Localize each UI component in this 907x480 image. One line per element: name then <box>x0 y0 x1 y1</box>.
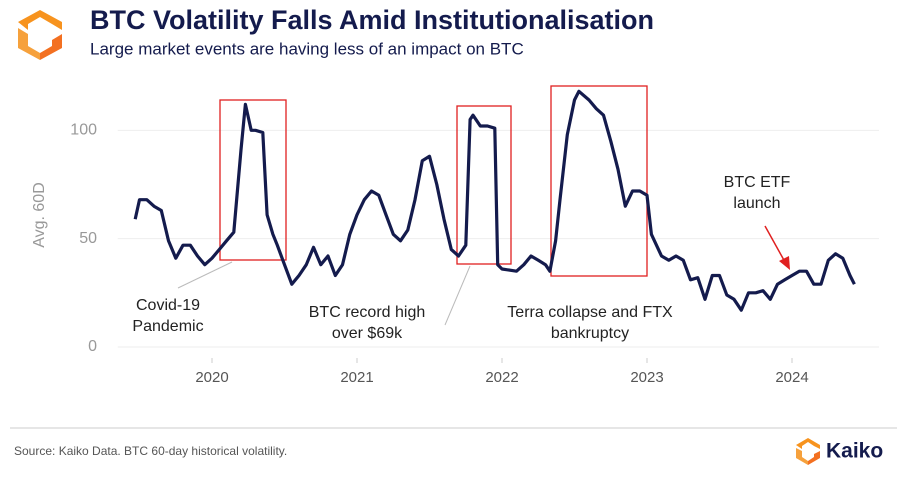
logo <box>18 10 62 60</box>
y-axis-label: Avg. 60D <box>31 182 48 248</box>
annotation: Covid-19 <box>136 297 200 314</box>
etf-arrow <box>764 225 790 270</box>
event-box <box>456 105 512 265</box>
volatility-line <box>133 89 856 312</box>
x-tick-label: 2022 <box>485 369 518 386</box>
brand-logo <box>796 438 820 465</box>
annotation: BTC record high <box>309 304 426 321</box>
x-tick-label: 2023 <box>630 369 663 386</box>
event-boxes <box>219 85 648 277</box>
y-tick-label: 100 <box>70 122 97 139</box>
chart-subtitle: Large market events are having less of a… <box>90 39 524 58</box>
leader-line <box>177 261 233 289</box>
x-tick-label: 2021 <box>340 369 373 386</box>
event-box <box>550 85 648 277</box>
brand-name: Kaiko <box>826 440 883 463</box>
chart-title: BTC Volatility Falls Amid Institutionali… <box>90 5 654 35</box>
annotation: launch <box>733 195 780 212</box>
source: Source: Kaiko Data. BTC 60-day historica… <box>14 444 287 458</box>
annotation: over $69k <box>332 325 403 342</box>
leader-line <box>444 265 471 326</box>
y-tick-label: 50 <box>79 230 97 247</box>
event-box <box>219 99 287 261</box>
leader-lines <box>177 261 471 326</box>
x-tick-label: 2024 <box>775 369 808 386</box>
x-tick-label: 2020 <box>195 369 228 386</box>
annotation: BTC ETF <box>724 174 791 191</box>
annotation: Terra collapse and FTX <box>507 304 673 321</box>
y-tick-label: 0 <box>88 338 97 355</box>
annotation: bankruptcy <box>551 325 629 342</box>
annotation: Pandemic <box>132 318 203 335</box>
